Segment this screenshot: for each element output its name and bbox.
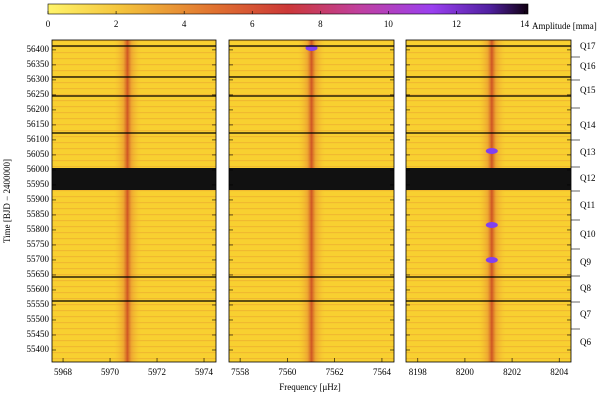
y-axis-label: Time [BJD − 2400000]	[2, 159, 12, 243]
x-tick-label: 8204	[550, 367, 569, 377]
ridge	[113, 40, 142, 362]
y-tick-label: 56200	[27, 104, 50, 114]
data-gap	[406, 168, 571, 190]
quarter-label: Q14	[580, 120, 596, 130]
x-tick-label: 7562	[326, 367, 344, 377]
y-tick-label: 56050	[27, 149, 50, 159]
peak	[485, 257, 498, 263]
colorbar-tick-label: 2	[114, 19, 119, 29]
x-tick-label: 8198	[409, 367, 428, 377]
x-tick-label: 5970	[101, 367, 120, 377]
y-tick-label: 55800	[27, 224, 50, 234]
quarter-label: Q9	[580, 257, 591, 267]
x-tick-label: 5974	[195, 367, 214, 377]
quarter-label: Q17	[580, 41, 596, 51]
ridge	[297, 40, 326, 362]
y-tick-label: 55850	[27, 209, 50, 219]
colorbar-tick-label: 4	[182, 19, 187, 29]
colorbar-tick-label: 10	[384, 19, 394, 29]
y-tick-label: 55650	[27, 269, 50, 279]
y-tick-label: 55700	[27, 254, 50, 264]
peak	[485, 148, 498, 154]
colorbar-tick-label: 8	[318, 19, 323, 29]
colorbar-tick-label: 14	[520, 19, 530, 29]
x-tick-label: 5968	[54, 367, 73, 377]
quarter-label: Q16	[580, 61, 596, 71]
colorbar-tick-label: 0	[46, 19, 51, 29]
y-tick-label: 55600	[27, 284, 50, 294]
quarter-label: Q10	[580, 229, 596, 239]
data-gap	[52, 168, 216, 190]
quarter-label: Q12	[580, 173, 596, 183]
y-tick-label: 55450	[27, 329, 50, 339]
x-tick-label: 7564	[373, 367, 392, 377]
x-tick-label: 8202	[503, 367, 521, 377]
y-tick-label: 55550	[27, 299, 50, 309]
y-tick-label: 56100	[27, 134, 50, 144]
x-axis-label: Frequency [μHz]	[279, 382, 341, 392]
x-tick-label: 7560	[278, 367, 297, 377]
quarter-label: Q11	[580, 200, 595, 210]
colorbar	[47, 3, 529, 15]
x-tick-label: 5972	[148, 367, 166, 377]
y-tick-label: 55400	[27, 344, 50, 354]
quarter-label: Q8	[580, 283, 591, 293]
quarter-label: Q13	[580, 147, 596, 157]
y-tick-label: 56250	[27, 89, 50, 99]
colorbar-label: Amplitude [mma]	[532, 21, 597, 31]
y-tick-label: 56300	[27, 74, 50, 84]
panel-frame	[405, 39, 572, 363]
y-tick-label: 56150	[27, 119, 50, 129]
colorbar-tick-label: 12	[452, 19, 461, 29]
x-tick-label: 7558	[231, 367, 250, 377]
y-tick-label: 55500	[27, 314, 50, 324]
y-tick-label: 55750	[27, 239, 50, 249]
y-tick-label: 55950	[27, 179, 50, 189]
colorbar-tick-label: 6	[250, 19, 255, 29]
panel-frame	[51, 39, 217, 363]
data-gap	[229, 168, 394, 190]
y-tick-label: 56000	[27, 164, 50, 174]
quarter-label: Q15	[580, 85, 596, 95]
panel-frame	[228, 39, 395, 363]
y-tick-label: 56400	[27, 44, 50, 54]
quarter-label: Q7	[580, 309, 591, 319]
y-tick-label: 55900	[27, 194, 50, 204]
y-tick-label: 56350	[27, 59, 50, 69]
peak	[485, 222, 498, 228]
x-tick-label: 8200	[456, 367, 475, 377]
quarter-label: Q6	[580, 337, 591, 347]
ridge	[477, 40, 506, 362]
